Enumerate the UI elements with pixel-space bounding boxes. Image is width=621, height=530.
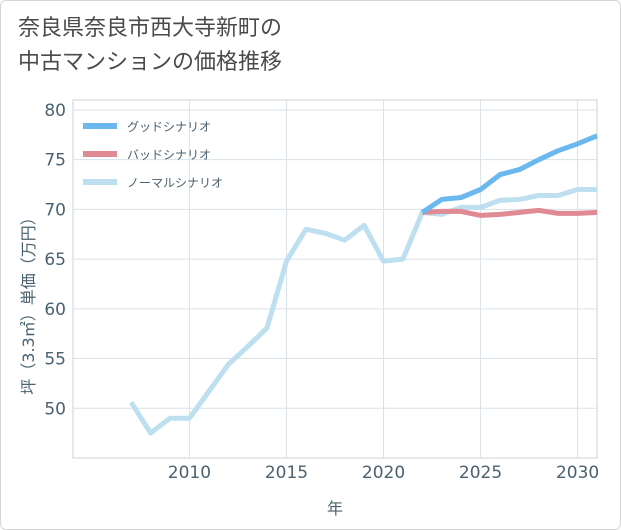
x-tick-label: 2010: [168, 463, 211, 483]
x-axis-label: 年: [327, 499, 343, 518]
y-tick-label: 80: [44, 101, 66, 121]
x-tick-label: 2015: [265, 463, 308, 483]
y-tick-labels: 50 55 60 65 70 75 80: [44, 101, 66, 419]
legend-label: ノーマルシナリオ: [127, 176, 223, 190]
x-tick-label: 2025: [459, 463, 502, 483]
y-tick-label: 55: [44, 350, 66, 370]
legend-label: バッドシナリオ: [127, 148, 211, 162]
x-tick-labels: 2010 2015 2020 2025 2030: [168, 463, 599, 483]
x-tick-label: 2030: [556, 463, 599, 483]
y-tick-label: 65: [44, 250, 66, 270]
legend-label: グッドシナリオ: [127, 120, 211, 134]
series-line-3: [129, 187, 597, 436]
series-line-2: [422, 207, 598, 218]
grid-lines: [73, 100, 597, 458]
y-tick-label: 50: [44, 399, 66, 419]
y-tick-label: 60: [44, 300, 66, 320]
y-tick-label: 70: [44, 200, 66, 220]
chart-title: 奈良県奈良市西大寺新町の 中古マンションの価格推移: [18, 12, 282, 80]
series-lines: [129, 133, 598, 436]
chart-title-line1: 奈良県奈良市西大寺新町の: [18, 16, 283, 41]
series-line-1: [420, 133, 598, 215]
chart-title-line2: 中古マンションの価格推移: [18, 50, 283, 75]
y-axis-label: 坪（3.3㎡）単価（万円）: [19, 209, 38, 394]
x-tick-label: 2020: [362, 463, 405, 483]
y-tick-label: 75: [44, 151, 66, 171]
